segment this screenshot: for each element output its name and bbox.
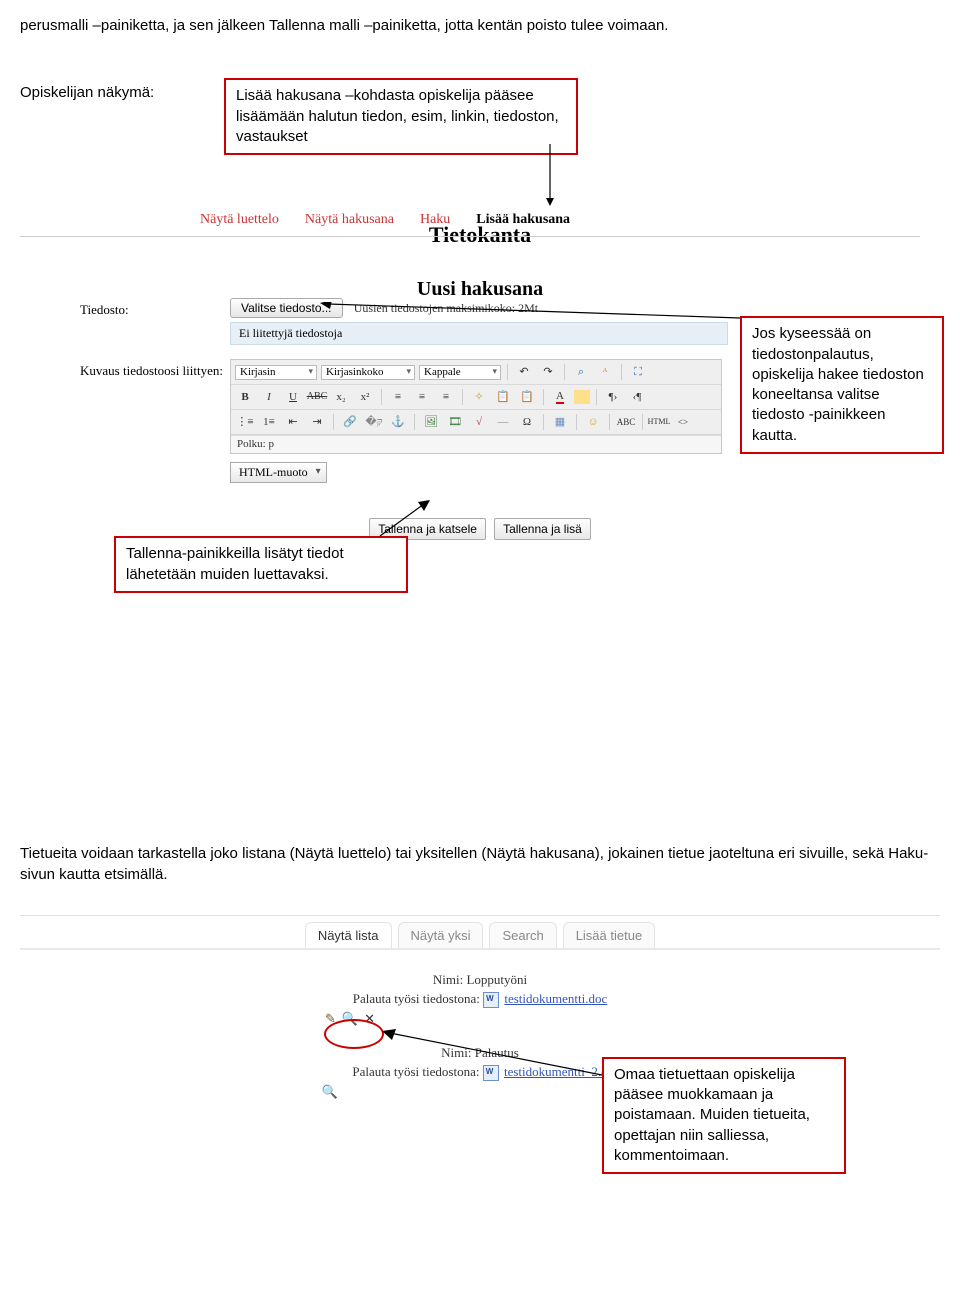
code-icon[interactable]: <> [673, 413, 693, 431]
edit-icon[interactable]: ✎ [325, 1011, 336, 1027]
html-mode-select[interactable]: HTML-muoto [230, 462, 327, 483]
word-doc-icon [483, 992, 499, 1008]
underline-icon[interactable]: U [283, 388, 303, 406]
body-paragraph: Tietueita voidaan tarkastella joko lista… [20, 844, 940, 885]
record1-name: Lopputyöni [466, 972, 527, 987]
align-left-icon[interactable]: ≡ [388, 388, 408, 406]
char-icon[interactable]: Ω [517, 413, 537, 431]
pill-list[interactable]: Näytä lista [305, 922, 392, 948]
file-status: Ei liitettyjä tiedostoja [230, 322, 728, 345]
file-size-note: Uusien tiedostojen maksimikoko: 2Mt [354, 301, 538, 315]
record1-doc-link[interactable]: testidokumentti.doc [504, 991, 607, 1006]
ltr-icon[interactable]: ¶› [603, 388, 623, 406]
fullscreen-icon[interactable]: ⛶ [628, 363, 648, 381]
choose-file-button[interactable]: Valitse tiedosto... [230, 298, 343, 318]
redo-icon[interactable]: ↷ [538, 363, 558, 381]
save-and-add-button[interactable]: Tallenna ja lisä [494, 518, 591, 540]
word-doc-icon [483, 1065, 499, 1081]
font-size-select[interactable]: Kirjasinkoko [321, 365, 415, 380]
tab-keyword[interactable]: Näytä hakusana [305, 212, 394, 228]
view-icon[interactable]: 🔍 [342, 1011, 358, 1027]
intro-text: perusmalli –painiketta, ja sen jälkeen T… [20, 16, 940, 36]
paragraph-select[interactable]: Kappale [419, 365, 501, 380]
number-list-icon[interactable]: 1≡ [259, 413, 279, 431]
bg-color-icon[interactable] [574, 390, 590, 404]
find-icon[interactable]: ⌕ [571, 363, 591, 381]
callout-save-info: Tallenna-painikkeilla lisätyt tiedot läh… [114, 536, 408, 593]
replace-icon[interactable]: ᴬ [595, 363, 615, 381]
undo-icon[interactable]: ↶ [514, 363, 534, 381]
callout-add-keyword: Lisää hakusana –kohdasta opiskelija pääs… [224, 78, 578, 155]
record-1: Nimi: Lopputyöni Palauta työsi tiedoston… [20, 972, 940, 1027]
record2-doc-link[interactable]: testidokumentti_2.d [504, 1064, 608, 1079]
section-label: Opiskelijan näkymä: [20, 84, 154, 101]
nbsp-icon[interactable]: — [493, 413, 513, 431]
pill-single[interactable]: Näytä yksi [398, 922, 484, 948]
record1-actions: ✎ 🔍 ✕ [325, 1011, 375, 1027]
record1-return-label: Palauta työsi tiedostona: [353, 991, 480, 1006]
align-center-icon[interactable]: ≡ [412, 388, 432, 406]
record2-return-label: Palauta työsi tiedostona: [352, 1064, 479, 1079]
formula-icon[interactable]: √ [469, 413, 489, 431]
link-icon[interactable]: 🔗 [340, 413, 360, 431]
tab-search[interactable]: Haku [420, 212, 450, 228]
outdent-icon[interactable]: ⇤ [283, 413, 303, 431]
strike-icon[interactable]: ABC [307, 388, 327, 406]
bullet-list-icon[interactable]: ⋮≡ [235, 413, 255, 431]
cleanup-icon[interactable]: ✧ [469, 388, 489, 406]
label-description: Kuvaus tiedostoosi liittyen: [80, 359, 230, 379]
image-icon[interactable]: 🖼 [421, 413, 441, 431]
pill-add[interactable]: Lisää tietue [563, 922, 656, 948]
record2-name-label: Nimi: [441, 1045, 471, 1060]
bold-icon[interactable]: B [235, 388, 255, 406]
table-icon[interactable]: ▦ [550, 413, 570, 431]
anchor-icon[interactable]: ⚓ [388, 413, 408, 431]
text-color-icon[interactable]: A [550, 388, 570, 406]
unlink-icon[interactable]: �קּ [364, 413, 384, 431]
callout-own-record: Omaa tietuettaan opiskelija pääsee muokk… [602, 1057, 846, 1174]
media-icon[interactable]: 🎞 [445, 413, 465, 431]
italic-icon[interactable]: I [259, 388, 279, 406]
spellcheck-icon[interactable]: ABC [616, 413, 636, 431]
superscript-icon[interactable]: x² [355, 388, 375, 406]
record2-actions: 🔍 [322, 1084, 338, 1100]
font-family-select[interactable]: Kirjasin [235, 365, 317, 380]
record1-name-label: Nimi: [433, 972, 463, 987]
align-right-icon[interactable]: ≡ [436, 388, 456, 406]
richtext-toolbar: Kirjasin Kirjasinkoko Kappale ↶ ↷ ⌕ ᴬ ⛶ … [230, 359, 722, 454]
pill-search[interactable]: Search [489, 922, 556, 948]
label-file: Tiedosto: [80, 298, 230, 318]
emoticon-icon[interactable]: ☺ [583, 413, 603, 431]
tab-add-keyword[interactable]: Lisää hakusana [476, 212, 570, 228]
html-icon[interactable]: HTML [649, 413, 669, 431]
rtl-icon[interactable]: ‹¶ [627, 388, 647, 406]
indent-icon[interactable]: ⇥ [307, 413, 327, 431]
view-icon[interactable]: 🔍 [322, 1084, 338, 1100]
pill-tabs: Näytä lista Näytä yksi Search Lisää tiet… [20, 922, 940, 950]
callout-file-return: Jos kyseessää on tiedostonpalautus, opis… [740, 316, 944, 454]
record2-name: Palautus [475, 1045, 519, 1060]
delete-icon[interactable]: ✕ [364, 1011, 375, 1027]
tab-list[interactable]: Näytä luettelo [200, 212, 279, 228]
tabs-row: Näytä luettelo Näytä hakusana Haku Lisää… [20, 202, 920, 237]
paste-word-icon[interactable]: 📋 [517, 388, 537, 406]
paste-text-icon[interactable]: 📋 [493, 388, 513, 406]
editor-path: Polku: p [231, 435, 721, 453]
subscript-icon[interactable]: x₂ [331, 388, 351, 406]
